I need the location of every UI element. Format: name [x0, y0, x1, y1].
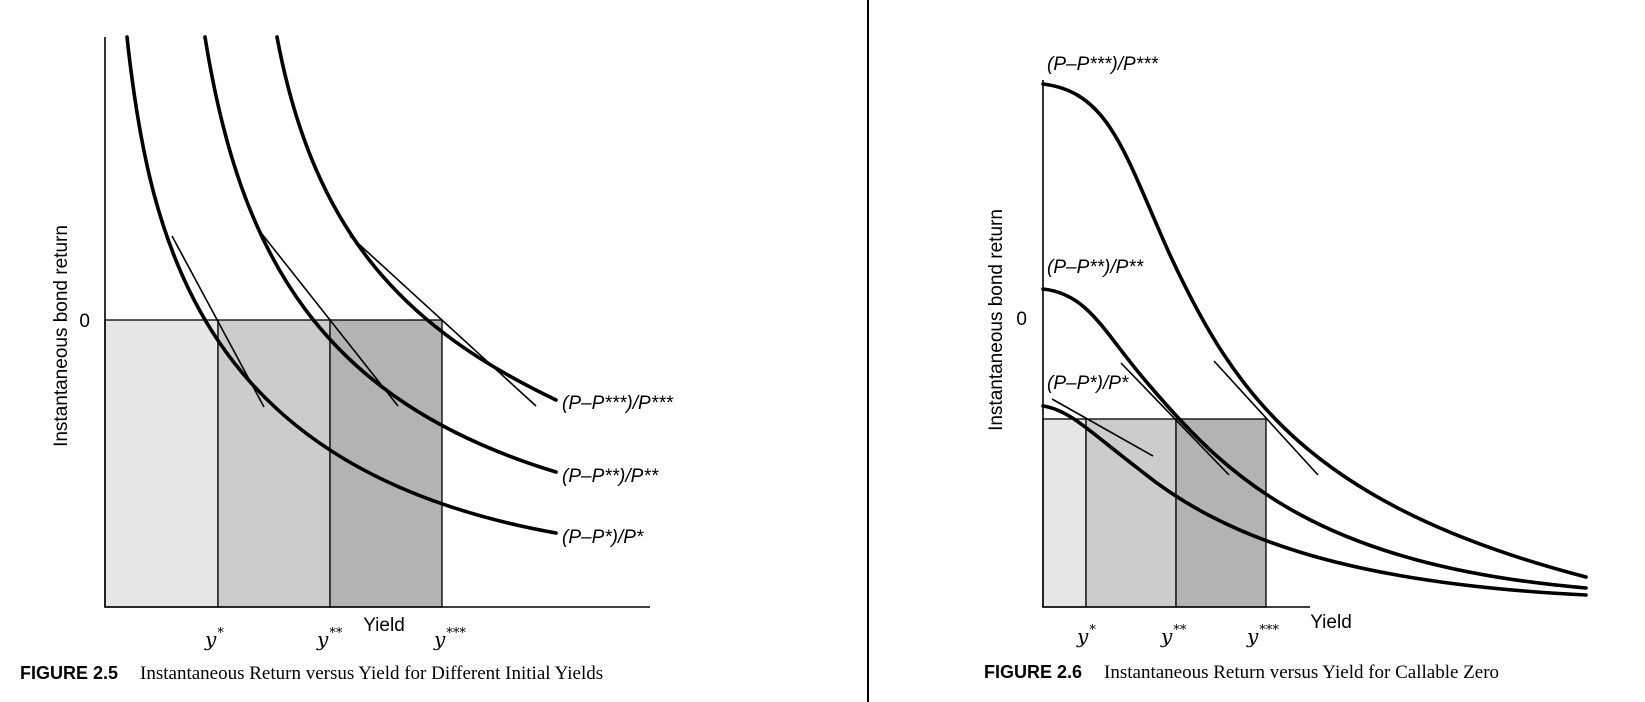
yield-label-second: y** [316, 626, 343, 651]
curve-label-third: (P–P***)/P*** [562, 393, 673, 414]
curve-label-second: (P–P**)/P** [562, 466, 659, 487]
curve-label-third: (P–P***)/P*** [1047, 54, 1158, 75]
axes [104, 37, 650, 608]
return-curve-first [1041, 404, 1588, 597]
yield-label-first: y* [1076, 623, 1096, 648]
yield-label-first-stars: * [217, 626, 224, 641]
tangent-line-first [1051, 398, 1154, 457]
region-third [1175, 418, 1267, 608]
return-curve-second [203, 35, 558, 474]
yield-label-third-stars: *** [1259, 623, 1279, 638]
return-curve-first [125, 35, 558, 535]
figure-title: Instantaneous Return versus Yield for Ca… [1104, 662, 1499, 683]
figure-caption: FIGURE 2.5 Instantaneous Return versus Yi… [20, 663, 603, 684]
zero-label: 0 [1016, 309, 1027, 330]
region-third [329, 319, 443, 608]
region-second [1085, 418, 1177, 608]
figure-2-6: Instantaneous bond return 0 Yield y* y**… [984, 54, 1588, 683]
return-curve-second [1041, 287, 1588, 590]
curve-label-first: (P–P*)/P* [562, 527, 644, 548]
figure-number: FIGURE 2.5 [20, 663, 118, 683]
yield-label-third-text: y [1246, 624, 1259, 648]
yield-label-second-stars: ** [329, 626, 343, 641]
return-curve-third [275, 35, 558, 402]
tangent-line-third [349, 235, 537, 407]
axes [1042, 80, 1310, 608]
y-axis-label: Instantaneous bond return [986, 209, 1007, 431]
yield-label-second-stars: ** [1173, 623, 1187, 638]
figure-number: FIGURE 2.6 [984, 662, 1082, 682]
y-axis-label: Instantaneous bond return [51, 225, 72, 447]
yield-label-second-text: y [1160, 624, 1173, 648]
return-curve-third [1041, 82, 1588, 579]
region-first [104, 319, 219, 608]
figure-title: Instantaneous Return versus Yield for Di… [140, 663, 603, 684]
yield-label-first: y* [204, 626, 224, 651]
tangent-line-second [261, 233, 399, 407]
x-axis-label: Yield [363, 615, 405, 636]
zero-label: 0 [79, 311, 90, 332]
tangent-line-second [1120, 362, 1230, 476]
yield-label-first-text: y [1076, 624, 1089, 648]
tangent-line-third [1213, 360, 1319, 476]
region-first [1042, 418, 1087, 608]
yield-label-first-text: y [204, 627, 217, 651]
x-axis-label: Yield [1310, 612, 1352, 633]
figure-2-5: Instantaneous bond return 0 Yield y* y**… [20, 35, 673, 684]
yield-label-second-text: y [316, 627, 329, 651]
yield-label-second: y** [1160, 623, 1187, 648]
yield-label-third: y*** [433, 626, 466, 651]
yield-label-third-text: y [433, 627, 446, 651]
figure-caption: FIGURE 2.6 Instantaneous Return versus Yi… [984, 662, 1499, 683]
yield-label-third-stars: *** [446, 626, 466, 641]
curve-label-first: (P–P*)/P* [1047, 373, 1129, 394]
curve-label-second: (P–P**)/P** [1047, 257, 1144, 278]
yield-label-third: y*** [1246, 623, 1279, 648]
yield-label-first-stars: * [1089, 623, 1096, 638]
